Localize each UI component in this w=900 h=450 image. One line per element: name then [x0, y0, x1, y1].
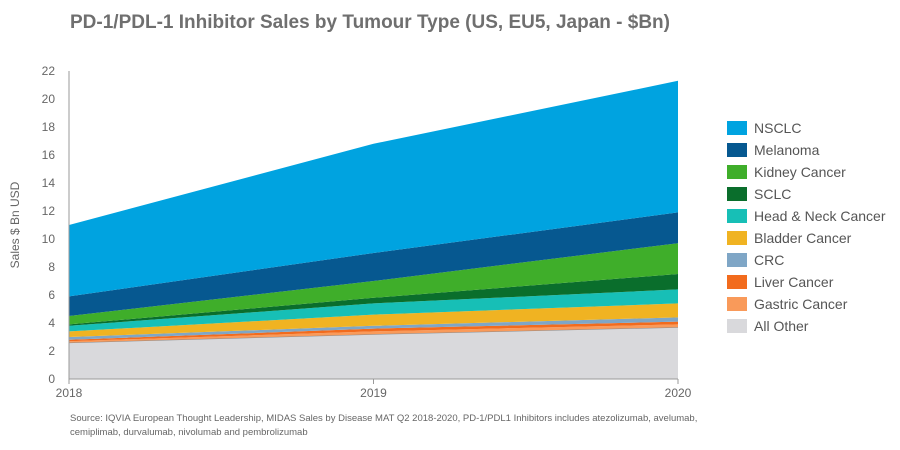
legend-label: Kidney Cancer	[754, 164, 846, 180]
y-tick-label: 2	[48, 344, 55, 358]
y-tick-label: 0	[48, 372, 55, 386]
area-all-other	[69, 327, 678, 379]
x-tick-label: 2018	[56, 386, 83, 400]
area-head-neck-cancer	[69, 289, 678, 332]
area-bladder-cancer	[69, 303, 678, 337]
legend: NSCLC Melanoma Kidney Cancer SCLC Head & Nec…	[727, 117, 886, 337]
legend-item: Liver Cancer	[727, 271, 886, 293]
source-note: Source: IQVIA European Thought Leadershi…	[70, 413, 698, 438]
legend-swatch	[727, 253, 747, 267]
y-tick-label: 12	[42, 204, 56, 218]
y-tick-label: 22	[42, 64, 56, 78]
legend-item: All Other	[727, 315, 886, 337]
x-tick-label: 2019	[360, 386, 387, 400]
axes	[68, 71, 679, 384]
legend-item: CRC	[727, 249, 886, 271]
legend-label: Liver Cancer	[754, 274, 834, 290]
area-liver-cancer	[69, 321, 678, 342]
y-tick-label: 14	[42, 176, 56, 190]
y-tick-label: 4	[48, 316, 55, 330]
y-tick-label: 8	[48, 260, 55, 274]
area-kidney-cancer	[69, 243, 678, 325]
legend-label: Gastric Cancer	[754, 296, 848, 312]
legend-label: Melanoma	[754, 142, 820, 158]
x-tick-labels: 2018 2019 2020	[56, 386, 692, 400]
legend-swatch	[727, 165, 747, 179]
y-tick-label: 10	[42, 232, 56, 246]
legend-label: All Other	[754, 318, 809, 334]
legend-swatch	[727, 121, 747, 135]
area-nsclc	[69, 80, 678, 297]
legend-swatch	[727, 187, 747, 201]
legend-swatch	[727, 143, 747, 157]
legend-item: Kidney Cancer	[727, 161, 886, 183]
chart-title: PD-1/PDL-1 Inhibitor Sales by Tumour Typ…	[70, 12, 670, 33]
legend-swatch	[727, 297, 747, 311]
legend-label: CRC	[754, 252, 785, 268]
area-gastric-cancer	[69, 324, 678, 343]
y-axis-label: Sales $ Bn USD	[8, 181, 22, 268]
y-tick-label: 16	[42, 148, 56, 162]
legend-item: NSCLC	[727, 117, 886, 139]
legend-swatch	[727, 319, 747, 333]
legend-item: Bladder Cancer	[727, 227, 886, 249]
legend-label: Bladder Cancer	[754, 230, 852, 246]
legend-swatch	[727, 231, 747, 245]
area-melanoma	[69, 212, 678, 316]
legend-item: SCLC	[727, 183, 886, 205]
y-tick-label: 18	[42, 120, 56, 134]
legend-item: Gastric Cancer	[727, 293, 886, 315]
legend-label: NSCLC	[754, 120, 802, 136]
legend-label: SCLC	[754, 186, 792, 202]
y-tick-label: 20	[42, 92, 56, 106]
legend-item: Head & Neck Cancer	[727, 205, 886, 227]
area-sclc	[69, 274, 678, 326]
legend-item: Melanoma	[727, 139, 886, 161]
legend-swatch	[727, 209, 747, 223]
y-tick-label: 6	[48, 288, 55, 302]
area-crc	[69, 317, 678, 340]
legend-swatch	[727, 275, 747, 289]
x-tick-label: 2020	[665, 386, 692, 400]
legend-label: Head & Neck Cancer	[754, 208, 886, 224]
y-tick-labels: 0 2 4 6 8 10 12 14 16 18 20 22	[42, 64, 56, 386]
area-layers	[68, 80, 679, 379]
